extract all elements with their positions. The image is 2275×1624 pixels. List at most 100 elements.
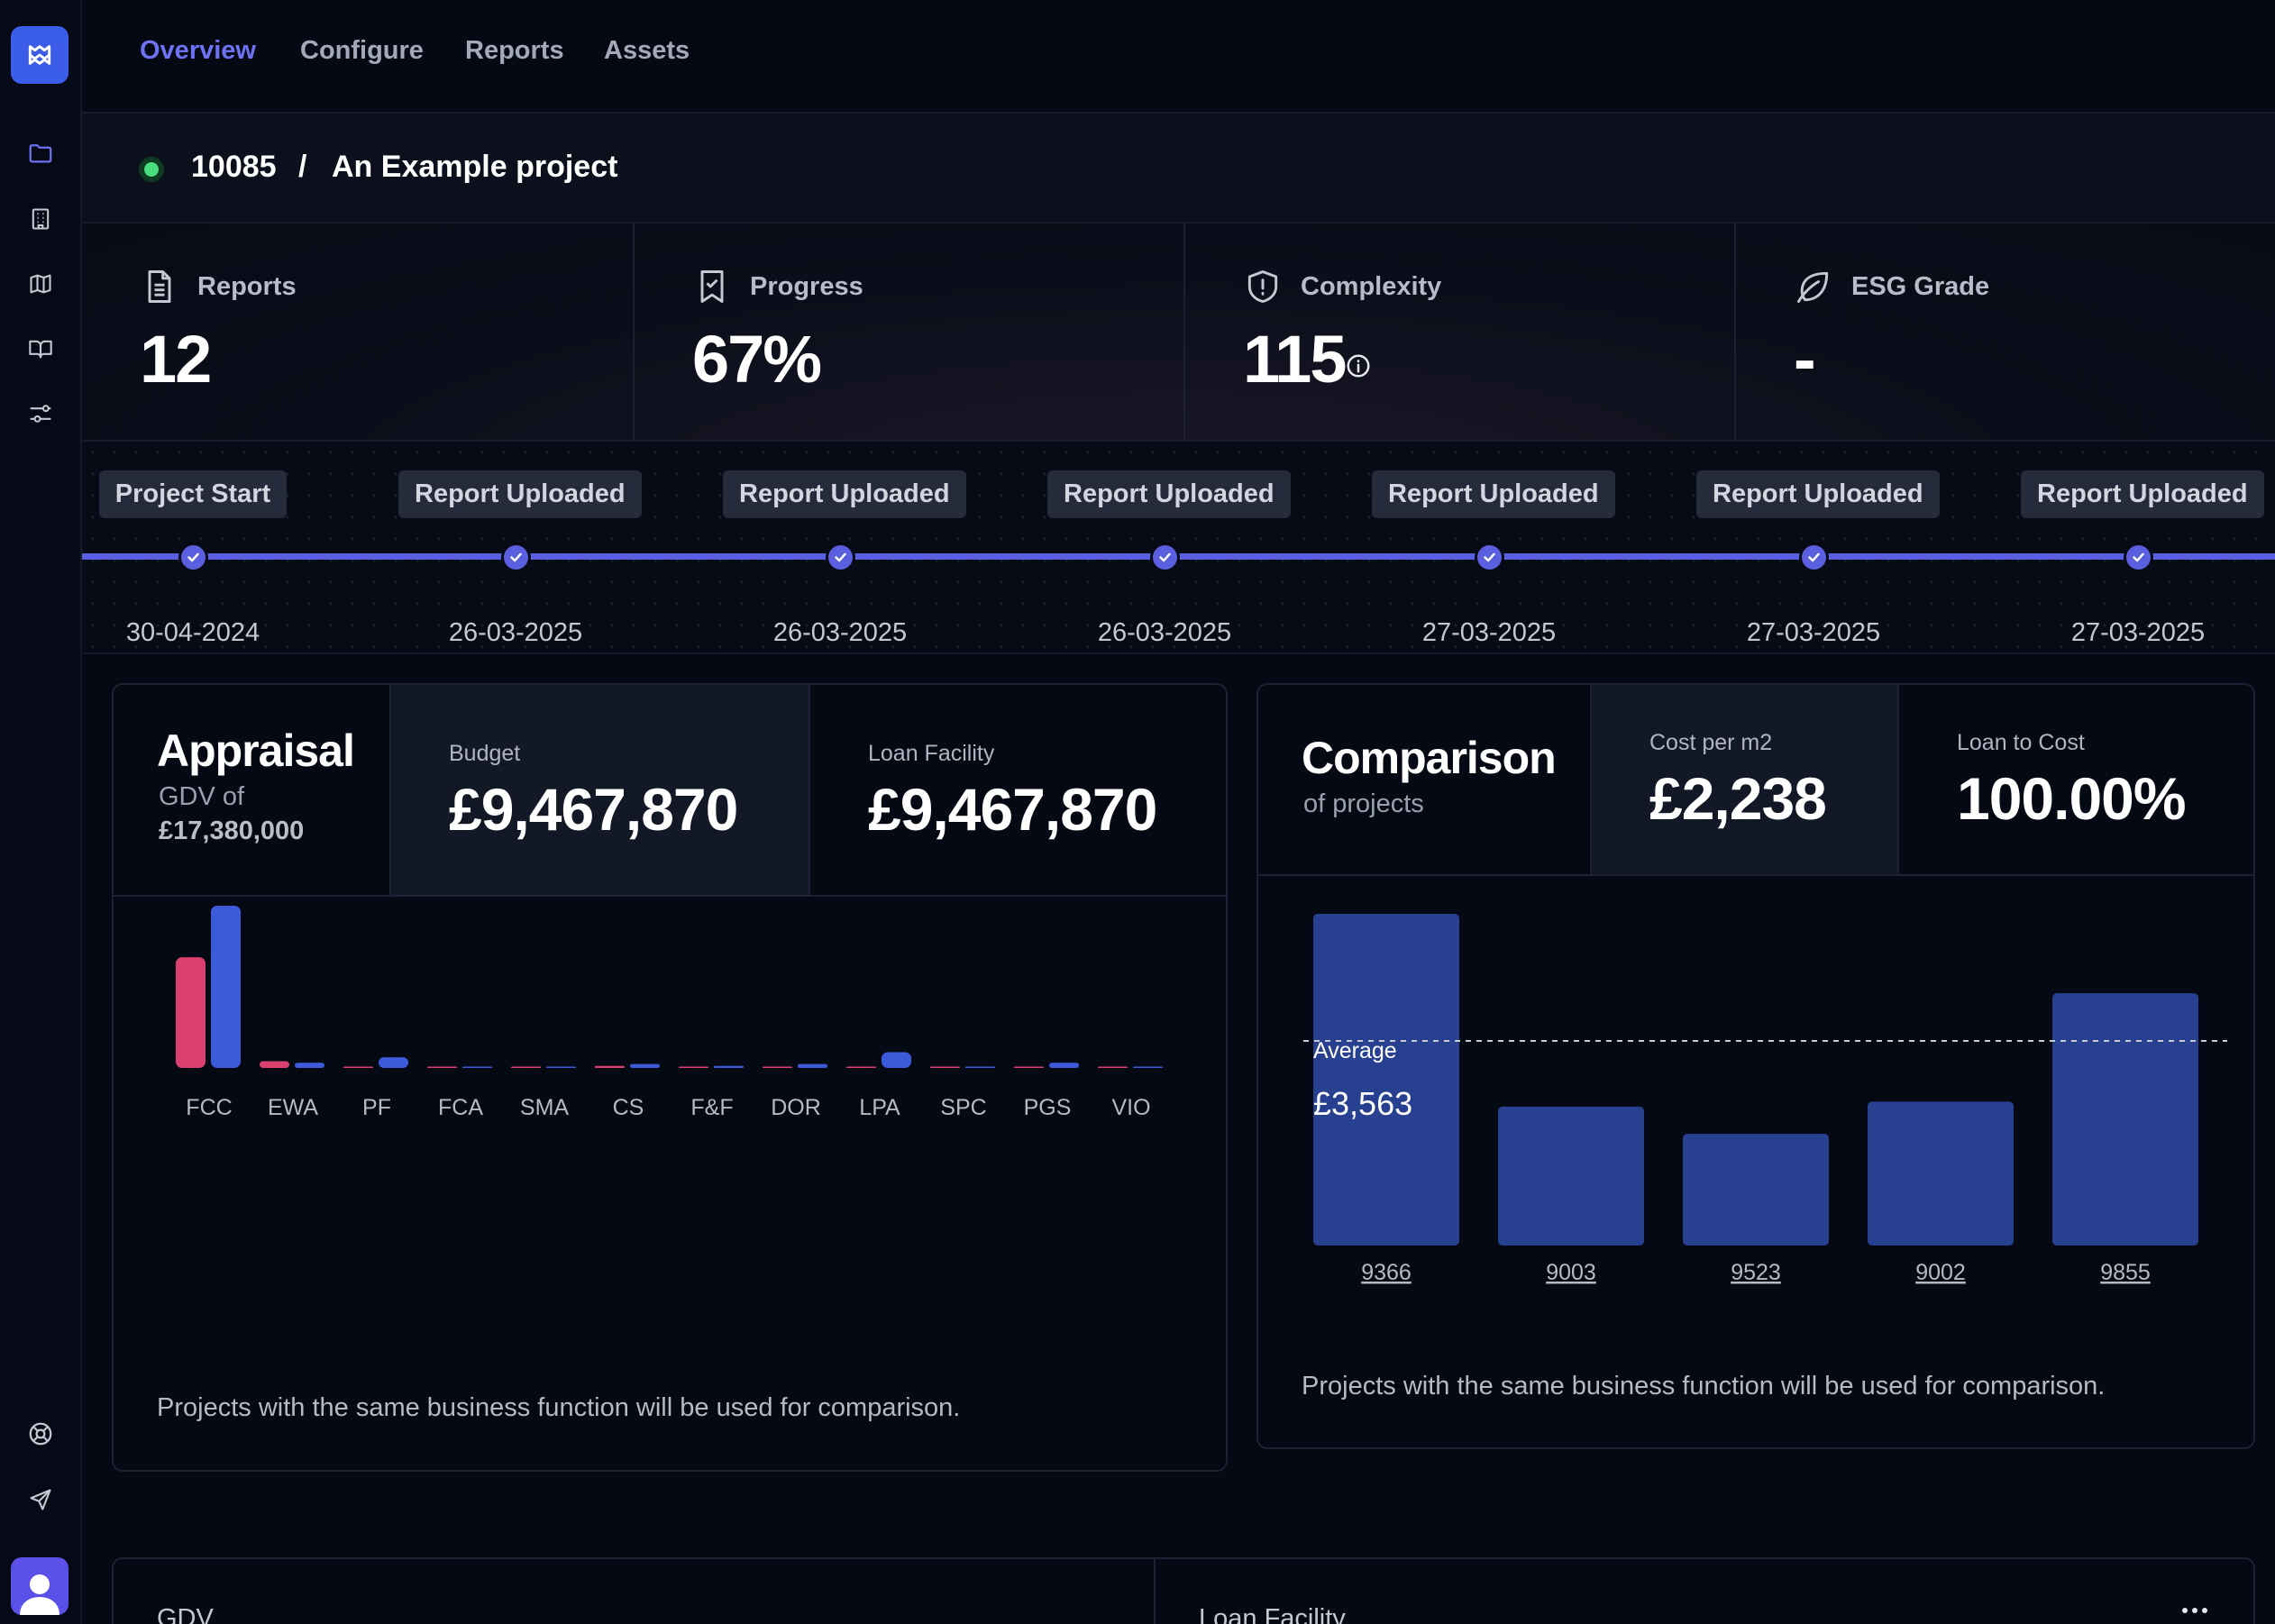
check-icon	[1150, 543, 1180, 572]
sidebar	[0, 0, 82, 1624]
x-tick-label: CS	[613, 1095, 644, 1120]
stat-complexity[interactable]: Complexity 115	[1185, 224, 1736, 442]
bar-FCC-series-2[interactable]	[211, 906, 241, 1068]
x-tick-label: FCC	[186, 1095, 232, 1120]
bar-SPC-series-2[interactable]	[965, 1066, 995, 1069]
bar-PGS-series-2[interactable]	[1049, 1063, 1079, 1068]
building-icon[interactable]	[22, 200, 59, 238]
bar-PF-series-2[interactable]	[379, 1057, 408, 1068]
bar-FCA-series-1[interactable]	[427, 1066, 457, 1069]
folder-icon[interactable]	[22, 134, 59, 172]
event-date: 27-03-2025	[1421, 618, 1557, 647]
bar-LPA-series-2[interactable]	[882, 1052, 911, 1068]
loan-to-cost-label: Loan to Cost	[1957, 730, 2085, 755]
check-icon	[178, 543, 208, 572]
timeline-event[interactable]: Report Uploaded 27-03-2025	[1696, 470, 1940, 647]
nav-tab-reports[interactable]: Reports	[465, 36, 564, 65]
nav-tab-overview[interactable]: Overview	[140, 36, 256, 65]
bar-project-9523[interactable]	[1683, 1134, 1829, 1245]
check-icon	[501, 543, 531, 572]
nav-tab-configure[interactable]: Configure	[300, 36, 424, 65]
bar-SMA-series-1[interactable]	[511, 1066, 541, 1069]
user-avatar[interactable]	[11, 1557, 69, 1615]
project-link-9523[interactable]: 9523	[1731, 1260, 1781, 1285]
gdv-value: £17,380,000	[159, 817, 305, 845]
x-tick-label: F&F	[690, 1095, 733, 1120]
project-id[interactable]: 10085	[191, 150, 277, 184]
bar-CS-series-2[interactable]	[630, 1063, 660, 1068]
stats-row: Reports 12 Progress 67% Complexity 115 E…	[82, 224, 2275, 442]
project-link-9002[interactable]: 9002	[1915, 1260, 1966, 1285]
stat-label: Complexity	[1301, 272, 1442, 301]
x-tick-label: LPA	[859, 1095, 900, 1120]
bar-project-9855[interactable]	[2052, 993, 2198, 1245]
timeline-event[interactable]: Report Uploaded 27-03-2025	[1372, 470, 1615, 647]
bar-DOR-series-2[interactable]	[798, 1063, 827, 1068]
event-date: 26-03-2025	[1097, 618, 1232, 647]
appraisal-card: Appraisal GDV of £17,380,000 Budget £9,4…	[112, 683, 1228, 1472]
timeline-event[interactable]: Report Uploaded 26-03-2025	[723, 470, 966, 647]
bar-SPC-series-1[interactable]	[930, 1066, 960, 1069]
comparison-bar-chart: 9366 9003 9523 9002 9855	[1303, 914, 2227, 1285]
bar-project-9366[interactable]	[1313, 914, 1459, 1245]
event-label: Report Uploaded	[2021, 470, 2264, 518]
project-link-9003[interactable]: 9003	[1546, 1260, 1596, 1285]
stat-esg-grade[interactable]: ESG Grade -	[1736, 224, 2275, 442]
x-tick-label: EWA	[268, 1095, 318, 1120]
help-icon[interactable]	[22, 1415, 59, 1453]
bar-PF-series-1[interactable]	[343, 1066, 373, 1069]
average-label: Average	[1313, 1038, 1397, 1063]
project-link-9366[interactable]: 9366	[1361, 1260, 1412, 1285]
check-icon	[1799, 543, 1829, 572]
sliders-icon[interactable]	[22, 395, 59, 433]
send-icon[interactable]	[22, 1481, 59, 1519]
budget-metric: Budget £9,467,870	[389, 685, 809, 895]
gdv-card-title: GDV	[157, 1604, 214, 1624]
bar-project-9002[interactable]	[1868, 1101, 2014, 1245]
event-label: Report Uploaded	[1696, 470, 1940, 518]
bar-PGS-series-1[interactable]	[1014, 1066, 1044, 1069]
timeline-event[interactable]: Report Uploaded 27-03-2025	[2021, 470, 2264, 647]
comparison-subtitle: of projects	[1303, 789, 1424, 818]
bar-FCA-series-2[interactable]	[462, 1066, 492, 1069]
app-logo[interactable]	[11, 26, 69, 84]
bar-LPA-series-1[interactable]	[846, 1066, 876, 1069]
map-icon[interactable]	[22, 265, 59, 303]
bar-CS-series-1[interactable]	[595, 1065, 625, 1068]
bar-F&F-series-1[interactable]	[679, 1066, 708, 1069]
project-timeline: Project Start 30-04-2024 Report Uploaded…	[82, 442, 2275, 654]
event-label: Report Uploaded	[1047, 470, 1291, 518]
timeline-event[interactable]: Report Uploaded 26-03-2025	[398, 470, 642, 647]
logo-icon	[28, 45, 51, 65]
bar-SMA-series-2[interactable]	[546, 1066, 576, 1069]
bar-VIO-series-1[interactable]	[1098, 1066, 1128, 1069]
cost-per-m2-metric: Cost per m2 £2,238	[1590, 685, 1897, 874]
document-icon	[148, 270, 171, 303]
project-link-9855[interactable]: 9855	[2100, 1260, 2151, 1285]
bookmark-check-icon	[700, 270, 724, 303]
x-tick-label: FCA	[438, 1095, 483, 1120]
bar-FCC-series-1[interactable]	[176, 957, 206, 1068]
bar-EWA-series-2[interactable]	[295, 1063, 324, 1068]
nav-tab-assets[interactable]: Assets	[604, 36, 690, 65]
bar-VIO-series-2[interactable]	[1133, 1066, 1163, 1069]
info-icon[interactable]	[1345, 352, 1372, 379]
bar-F&F-series-2[interactable]	[714, 1065, 744, 1068]
timeline-event[interactable]: Report Uploaded 26-03-2025	[1047, 470, 1291, 647]
x-tick-label: VIO	[1111, 1095, 1150, 1120]
more-options-icon[interactable]	[2181, 1606, 2208, 1615]
bar-DOR-series-1[interactable]	[763, 1066, 792, 1069]
gdv-card: GDV	[112, 1557, 1156, 1624]
event-date: 30-04-2024	[125, 618, 260, 647]
bar-EWA-series-1[interactable]	[260, 1061, 289, 1068]
stat-progress[interactable]: Progress 67%	[635, 224, 1185, 442]
loan-facility-card-title: Loan Facility	[1199, 1604, 1346, 1624]
check-icon	[826, 543, 855, 572]
timeline-event[interactable]: Project Start 30-04-2024	[76, 470, 310, 647]
stat-label: ESG Grade	[1851, 272, 1990, 301]
comparison-header: Comparison of projects Cost per m2 £2,23…	[1258, 685, 2253, 876]
bar-project-9003[interactable]	[1498, 1106, 1644, 1245]
book-icon[interactable]	[22, 330, 59, 368]
x-tick-label: PGS	[1024, 1095, 1072, 1120]
stat-reports[interactable]: Reports 12	[82, 224, 635, 442]
